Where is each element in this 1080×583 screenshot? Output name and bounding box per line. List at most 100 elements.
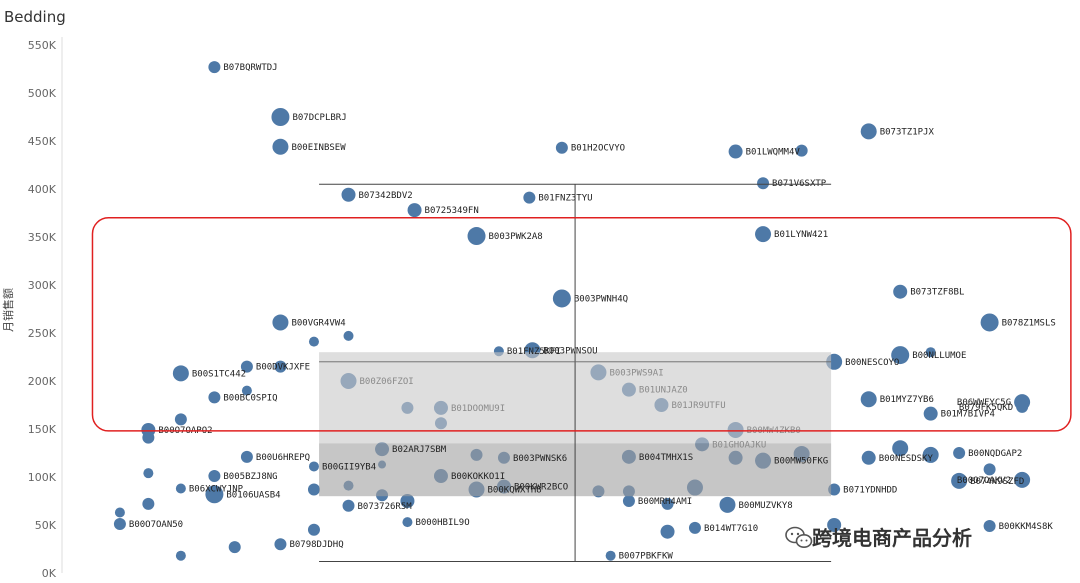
data-point (552, 289, 571, 308)
data-point (272, 138, 289, 155)
watermark-text: 跨境电商产品分析 (812, 526, 972, 550)
data-point-label: B01MYZ7YB6 (880, 395, 934, 405)
data-point-label: B00KQWXTH8 (488, 485, 542, 495)
data-point (175, 483, 186, 494)
data-point (341, 187, 356, 202)
data-point (174, 413, 187, 426)
data-point (923, 406, 938, 421)
data-point-label: B01UNJAZ0 (639, 386, 688, 396)
data-point (660, 524, 675, 539)
data-point-label: B00S1TC442 (192, 369, 246, 379)
highlight-box (91, 217, 1072, 432)
data-point (175, 550, 186, 561)
data-point (205, 485, 224, 504)
data-point-label: B073TZ1PJX (880, 127, 935, 137)
data-point (983, 463, 996, 476)
data-point-label: B00VGR4VW4 (291, 318, 345, 328)
data-point-label: B073726R5M (358, 502, 413, 512)
data-point (142, 431, 155, 444)
y-tick-label: 400K (28, 183, 57, 196)
data-point (861, 450, 876, 465)
data-point (208, 391, 221, 404)
y-axis-label: 月销售额 (1, 288, 15, 332)
data-point-label: B06XCWYJNP (189, 485, 244, 495)
data-point-label: B00BC0SPIQ (223, 393, 277, 403)
highlight-box-layer (91, 217, 1072, 432)
data-point-label: B071YDNHDD (843, 485, 897, 495)
data-point-label: B073TZF8BL (910, 288, 964, 298)
data-point-label: B00NLLUMOE (912, 351, 966, 361)
data-point (605, 550, 616, 561)
data-point (860, 391, 877, 408)
data-point (240, 450, 253, 463)
data-point-label: B00MW50FKG (774, 457, 828, 467)
data-point (271, 108, 290, 126)
data-point (728, 144, 743, 159)
data-point (523, 191, 536, 204)
data-point (407, 203, 422, 218)
data-point-label: B00KKM4S8K (999, 522, 1054, 532)
data-point (240, 360, 253, 373)
data-point-label: B01FNZ5KFI (507, 347, 561, 357)
data-point-label: B078Z1MSLS (1002, 318, 1056, 328)
data-point (343, 330, 354, 341)
data-point-label: B014WT7G10 (704, 524, 758, 534)
data-point (228, 541, 241, 554)
data-point (893, 284, 908, 299)
data-point (307, 483, 320, 496)
data-point (892, 440, 909, 457)
y-ticks: 550K 500K 450K 400K 350K 300K 250K 200K 150K 100K… (28, 39, 57, 580)
data-point (922, 446, 939, 463)
y-tick-label: 250K (28, 327, 57, 340)
data-point-label: B003PWNSOU (543, 346, 597, 356)
data-point (142, 497, 155, 510)
data-point-label: B00NESDSKY (879, 454, 934, 464)
data-point (757, 177, 770, 190)
data-point-label: B074N9SZFD (970, 477, 1024, 487)
data-point (925, 347, 936, 358)
data-point-label: B007PBKFKW (619, 552, 674, 562)
data-point-label: B00NESCOYO (845, 358, 899, 368)
data-point-label: B07BQRWTDJ (223, 63, 277, 73)
data-point (113, 518, 126, 531)
data-point (274, 360, 287, 373)
watermark: 跨境电商产品分析 (785, 526, 972, 550)
data-point-label: B01LWQMM4V (746, 148, 801, 158)
data-point-label: B01FNZ3TYU (538, 194, 592, 204)
y-tick-label: 0K (42, 567, 57, 580)
data-point-label: B005BZJ8NG (223, 472, 277, 482)
data-point (467, 227, 486, 246)
data-point-label: B01H2OCVYO (571, 144, 625, 154)
data-point-label: B00EINBSEW (291, 143, 346, 153)
data-point-label: B01JR9UTFU (671, 401, 725, 411)
data-point (400, 494, 415, 508)
data-point (308, 461, 319, 472)
data-point-label: B07342BDV2 (359, 191, 413, 201)
data-point (983, 519, 996, 532)
data-point-label: B01GHOAJKU (712, 440, 766, 450)
data-point (891, 346, 910, 365)
data-point (860, 123, 877, 140)
data-point-label: B003PWK2A8 (489, 232, 543, 242)
data-point (755, 226, 772, 243)
data-point (308, 336, 319, 347)
data-point-label: B02ARJ7SBM (392, 445, 447, 455)
y-tick-label: 150K (28, 423, 57, 436)
data-point-label: B00DVKJXFE (256, 363, 310, 373)
data-point-label: B00O7OAN50 (129, 520, 183, 530)
data-point-label: B0798DJDHQ (289, 540, 343, 550)
y-tick-label: 500K (28, 87, 57, 100)
data-point-label: B079FK5QKD (959, 403, 1013, 413)
data-point-label: B003PWNH4Q (574, 294, 628, 304)
data-point-label: B003PWNSK6 (513, 454, 567, 464)
data-point-label: B00MRH4AMI (638, 497, 692, 507)
data-point (795, 144, 808, 157)
data-point-label: B004TMHX1S (639, 453, 693, 463)
data-point (272, 314, 289, 331)
data-point (688, 521, 701, 534)
data-point-label: B00MUZVKY8 (738, 501, 792, 511)
y-tick-label: 200K (28, 375, 57, 388)
data-point (719, 496, 736, 513)
data-point (622, 495, 635, 507)
